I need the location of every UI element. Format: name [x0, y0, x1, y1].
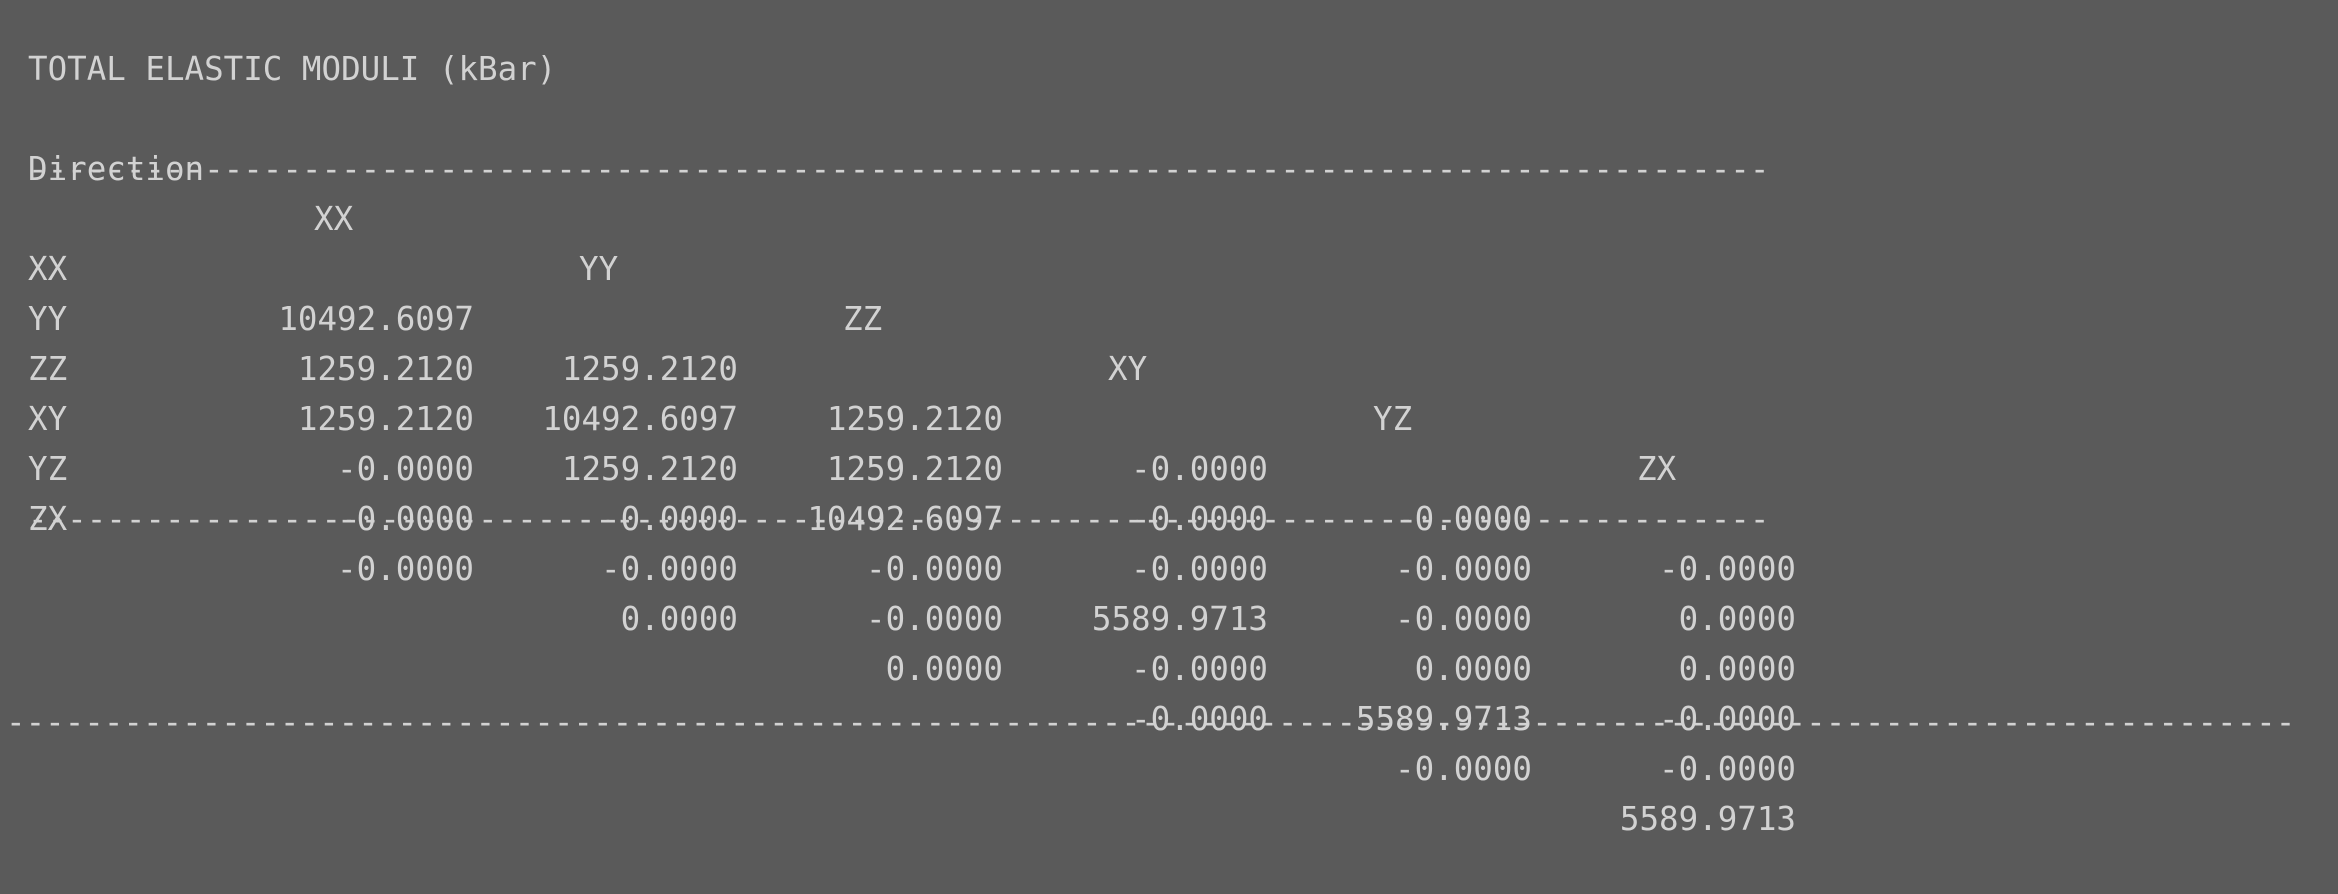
row-label: ZX: [28, 500, 68, 538]
terminal-output: TOTAL ELASTIC MODULI (kBar) Direction XX…: [6, 50, 2291, 838]
header-zz: ZZ: [843, 300, 883, 338]
table-cell: -0.0000: [1395, 500, 1532, 538]
header-direction: Direction: [28, 150, 205, 188]
table-cell: -0.0000: [866, 600, 1003, 638]
table-cell: 5589.9713: [1091, 600, 1268, 638]
table-cell: 0.0000: [1414, 650, 1532, 688]
table-title: TOTAL ELASTIC MODULI (kBar): [28, 50, 557, 88]
table-cell: 0.0000: [1678, 600, 1796, 638]
table-cell: 5589.9713: [1619, 800, 1796, 838]
table-cell: -0.0000: [337, 550, 474, 588]
footer-separator: ----------------------------------------…: [6, 703, 2291, 741]
table-cell: 0.0000: [1678, 650, 1796, 688]
table-cell: -0.0000: [1395, 550, 1532, 588]
row-label: YZ: [28, 450, 68, 488]
table-cell: 1259.2120: [561, 350, 738, 388]
header-yz: YZ: [1373, 400, 1413, 438]
table-row: XX 10492.6097 1259.2120 1259.2120 -0.000…: [28, 194, 1796, 588]
table-cell: 1259.2120: [297, 400, 474, 438]
table-cell: -0.0000: [337, 450, 474, 488]
table-cell: -0.0000: [1131, 700, 1268, 738]
header-xx: XX: [314, 200, 354, 238]
table-cell: 5589.9713: [1355, 700, 1532, 738]
table-cell: 1259.2120: [561, 450, 738, 488]
table-cell: -0.0000: [1131, 450, 1268, 488]
table-cell: 10492.6097: [278, 300, 474, 338]
table-cell: -0.0000: [337, 500, 474, 538]
table-row: YZ -0.0000 -0.0000 -0.0000 -0.0000 5589.…: [28, 394, 1796, 788]
row-label: XX: [28, 250, 68, 288]
table-cell: 10492.6097: [807, 500, 1003, 538]
header-yy: YY: [579, 250, 619, 288]
table-cell: -0.0000: [1659, 550, 1796, 588]
table-separator-bottom: ----------------------------------------…: [28, 500, 1770, 538]
header-xy: XY: [1108, 350, 1148, 388]
table-row: XY -0.0000 -0.0000 -0.0000 5589.9713 0.0…: [28, 344, 1796, 738]
table-cell: -0.0000: [1131, 550, 1268, 588]
table-cell: 1259.2120: [826, 450, 1003, 488]
table-cell: -0.0000: [1659, 700, 1796, 738]
table-cell: -0.0000: [1395, 750, 1532, 788]
table-cell: 10492.6097: [542, 400, 738, 438]
table-cell: 0.0000: [885, 650, 1003, 688]
row-label: YY: [28, 300, 68, 338]
table-cell: -0.0000: [1131, 500, 1268, 538]
table-separator-top: ----------------------------------------…: [28, 150, 1770, 188]
table-cell: -0.0000: [1131, 650, 1268, 688]
table-row: ZX -0.0000 0.0000 0.0000 -0.0000 -0.0000…: [28, 444, 1796, 838]
table-cell: -0.0000: [601, 500, 738, 538]
table-header-row: Direction XX YY ZZ XY YZ ZX: [28, 94, 1788, 488]
table-cell: 0.0000: [620, 600, 738, 638]
row-label: ZZ: [28, 350, 68, 388]
table-cell: -0.0000: [601, 550, 738, 588]
table-cell: -0.0000: [1395, 600, 1532, 638]
header-zx: ZX: [1637, 450, 1677, 488]
table-cell: 1259.2120: [297, 350, 474, 388]
table-row: YY 1259.2120 10492.6097 1259.2120 -0.000…: [28, 244, 1796, 638]
table-cell: 1259.2120: [826, 400, 1003, 438]
row-label: XY: [28, 400, 68, 438]
table-cell: -0.0000: [1659, 750, 1796, 788]
table-cell: -0.0000: [866, 550, 1003, 588]
table-row: ZZ 1259.2120 1259.2120 10492.6097 -0.000…: [28, 294, 1796, 688]
